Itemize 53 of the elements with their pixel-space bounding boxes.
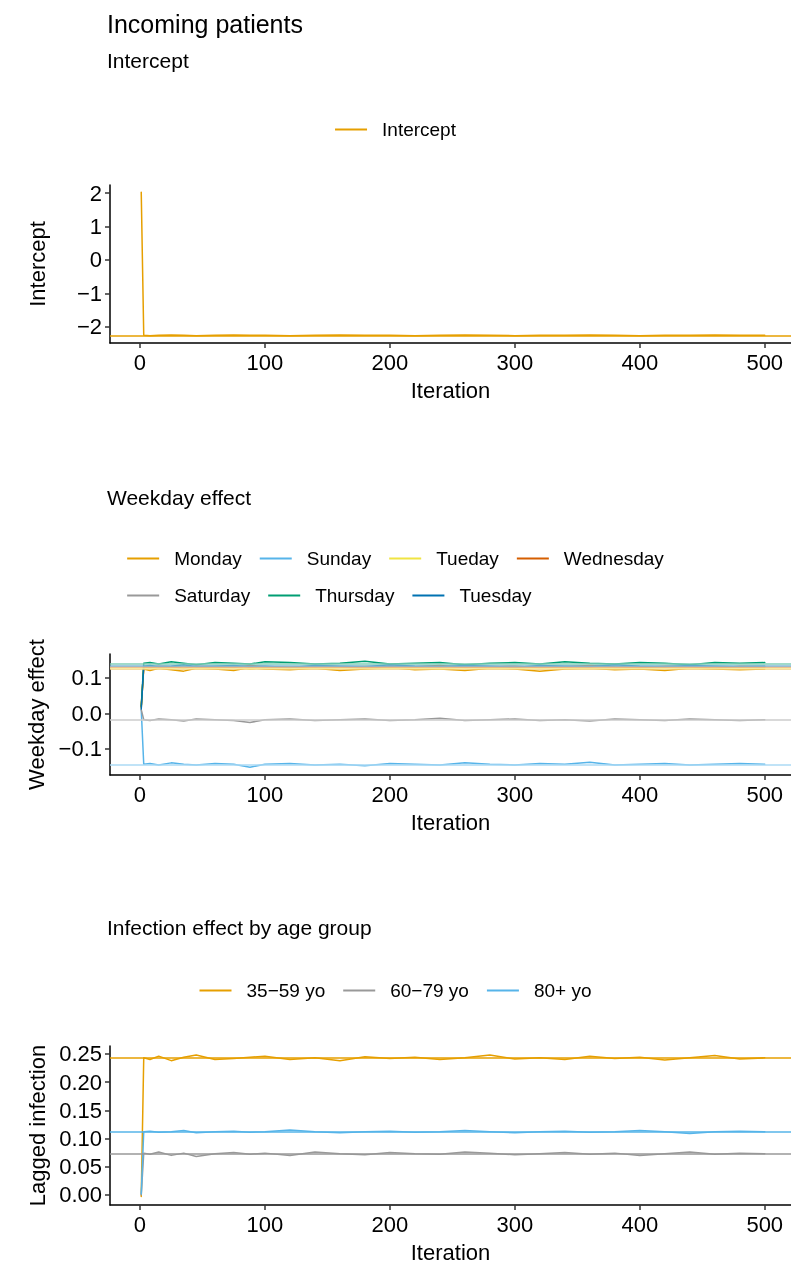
y-tick-label: 0.10 bbox=[59, 1125, 102, 1151]
x-tick-label: 300 bbox=[496, 349, 534, 375]
x-tick-label: 200 bbox=[371, 1211, 409, 1237]
chart-title: Incoming patients bbox=[107, 9, 303, 38]
x-tick-label: 400 bbox=[621, 1211, 659, 1237]
x-axis-title: Iteration bbox=[410, 1239, 491, 1265]
chart-subtitle: Intercept bbox=[107, 49, 189, 72]
x-axis-title: Iteration bbox=[410, 809, 491, 835]
y-tick-label: 0.1 bbox=[71, 665, 102, 691]
y-tick-label: −2 bbox=[76, 314, 102, 340]
y-tick-label: −0.1 bbox=[58, 736, 102, 762]
chart-title: Weekday effect bbox=[107, 486, 252, 509]
y-tick-label: 0.05 bbox=[59, 1154, 102, 1180]
y-tick-label: 0.15 bbox=[59, 1097, 102, 1123]
y-tick-label: −1 bbox=[76, 280, 102, 306]
x-tick-label: 200 bbox=[371, 781, 409, 807]
x-tick-label: 400 bbox=[621, 349, 659, 375]
legend-label: Intercept bbox=[382, 119, 457, 140]
x-tick-label: 300 bbox=[496, 1211, 534, 1237]
legend-label: Tueday bbox=[436, 548, 500, 569]
y-axis-title: Lagged infection bbox=[24, 1044, 50, 1207]
y-tick-label: 0.25 bbox=[59, 1041, 102, 1067]
legend-label: Sunday bbox=[306, 548, 372, 569]
x-tick-label: 500 bbox=[746, 781, 784, 807]
x-tick-label: 0 bbox=[133, 349, 147, 375]
x-tick-label: 100 bbox=[246, 349, 284, 375]
legend-label: Wednesday bbox=[563, 548, 665, 569]
x-tick-label: 100 bbox=[246, 781, 284, 807]
y-axis-title: Intercept bbox=[24, 221, 50, 307]
x-tick-label: 500 bbox=[746, 349, 784, 375]
y-tick-label: 0.20 bbox=[59, 1069, 102, 1095]
y-tick-label: 2 bbox=[89, 180, 102, 206]
legend-label: Tuesday bbox=[459, 585, 533, 606]
x-tick-label: 400 bbox=[621, 781, 659, 807]
x-axis-title: Iteration bbox=[410, 377, 491, 403]
x-tick-label: 100 bbox=[246, 1211, 284, 1237]
x-tick-label: 300 bbox=[496, 781, 534, 807]
chart-title: Infection effect by age group bbox=[107, 916, 372, 939]
legend-label: 35−59 yo bbox=[246, 980, 326, 1001]
x-tick-label: 0 bbox=[133, 1211, 147, 1237]
y-tick-label: 0 bbox=[89, 247, 102, 273]
x-tick-label: 200 bbox=[371, 349, 409, 375]
x-tick-label: 0 bbox=[133, 781, 147, 807]
legend-label: Thursday bbox=[315, 585, 395, 606]
legend-label: 80+ yo bbox=[533, 980, 592, 1001]
y-tick-label: 0.00 bbox=[59, 1182, 102, 1208]
y-tick-label: 0.0 bbox=[71, 700, 102, 726]
y-tick-label: 1 bbox=[89, 214, 102, 240]
legend-label: 60−79 yo bbox=[390, 980, 469, 1001]
legend-label: Saturday bbox=[174, 585, 251, 606]
legend-label: Monday bbox=[174, 548, 243, 569]
x-tick-label: 500 bbox=[746, 1211, 784, 1237]
y-axis-title: Weekday effect bbox=[24, 639, 50, 790]
